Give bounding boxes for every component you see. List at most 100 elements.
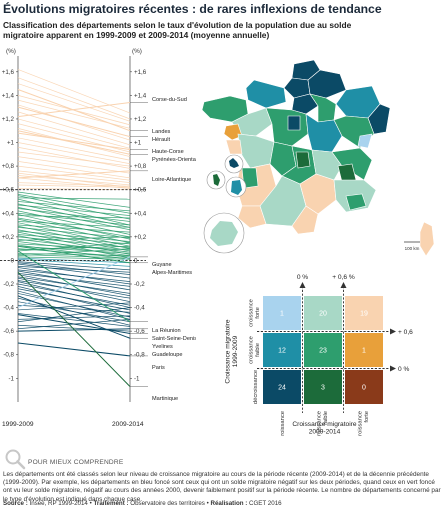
inset-guadeloupe-shape — [229, 158, 239, 168]
matrix-col-label: croissancefaible — [317, 411, 330, 436]
departement-map: 100 km — [201, 59, 435, 257]
series-line — [17, 221, 131, 228]
matrix-cell-value: 24 — [278, 385, 286, 392]
matrix-cell-value: 23 — [319, 348, 327, 355]
series-line — [17, 198, 131, 226]
series-line — [17, 89, 131, 132]
series-line — [17, 269, 131, 283]
matrix-cell — [263, 333, 301, 367]
series-line — [17, 170, 131, 183]
series-line — [17, 256, 131, 309]
inset-martinique-shape — [213, 174, 220, 186]
matrix-cell-value: 3 — [321, 385, 325, 392]
matrix-row-threshold-label: + 0,6 % — [398, 329, 414, 336]
series-line — [17, 234, 131, 245]
series-line — [17, 130, 131, 155]
matrix-row-label: croissancefaible — [249, 336, 262, 364]
map-region-pyrenees — [237, 205, 267, 229]
series-line — [17, 182, 131, 187]
series-line — [17, 288, 131, 311]
tick-label-left: -0,6 — [3, 328, 14, 335]
arrow-up-icon — [299, 282, 306, 288]
series-line — [17, 263, 131, 279]
matrix-cell — [263, 296, 301, 330]
series-line — [17, 224, 131, 233]
series-line — [17, 201, 131, 212]
series-line — [17, 156, 131, 174]
series-line — [17, 313, 131, 327]
tick-label-left: +1,6 — [2, 69, 15, 76]
map-region-loiret — [287, 115, 301, 131]
tick-label-right: +0,2 — [134, 234, 147, 241]
series-line — [17, 229, 131, 252]
tick-label-left: +1 — [7, 140, 15, 147]
arrow-right-icon — [390, 328, 396, 335]
inset-guyane-shape — [231, 180, 242, 195]
series-line — [17, 165, 131, 181]
matrix-cell — [345, 296, 383, 330]
chart-subtitle: Classification des départements selon le… — [3, 20, 352, 40]
production-label: Réalisation : — [210, 500, 248, 507]
matrix-col-label: croissanceforte — [358, 411, 371, 436]
series-line — [17, 265, 131, 273]
source-label: Source : — [3, 500, 28, 507]
tick-label-right: +1,2 — [134, 116, 147, 123]
tick-label-left: +0,4 — [2, 210, 15, 217]
series-label: Alpes-Maritimes — [152, 270, 192, 276]
series-line — [17, 295, 131, 339]
map-region-vendee — [225, 139, 243, 155]
series-line — [17, 230, 131, 242]
series-line — [17, 241, 131, 257]
matrix-cell-value: 19 — [360, 311, 368, 318]
series-line — [17, 123, 131, 153]
series-line — [17, 256, 131, 260]
series-label: Corse-du-Sud — [152, 97, 187, 103]
production-text: CGET 2016 — [247, 500, 282, 507]
classification-matrix: 1 20 19 12 23 1 24 3 0 0 % + 0,6 % + 0,6 % 0 % croiss… — [225, 274, 415, 436]
series-line — [17, 227, 131, 239]
series-line — [17, 170, 131, 179]
series-line — [17, 207, 131, 231]
series-line — [17, 262, 131, 275]
chart-title: Évolutions migratoires récentes : de rar… — [3, 2, 382, 16]
series-line — [17, 104, 131, 141]
series-line — [17, 184, 131, 188]
tick-label-right: -0,2 — [134, 281, 145, 288]
series-label: La Réunion — [152, 328, 181, 334]
processing-text: Observatoire des territoires • — [128, 500, 211, 507]
series-line — [17, 101, 131, 118]
matrix-cell-value: 1 — [362, 348, 366, 355]
series-line — [17, 314, 131, 335]
series-line — [17, 236, 131, 241]
tick-label-left: -1 — [8, 375, 14, 382]
tick-label-left: +1,2 — [2, 116, 15, 123]
tick-label-left: +0,2 — [2, 234, 15, 241]
map-region-roussillon — [291, 205, 319, 235]
matrix-xlabel: Croissance migratoire 2009-2014 — [292, 421, 356, 436]
series-line — [17, 214, 131, 240]
metropole-map — [201, 59, 435, 257]
tick-label-right: +1,4 — [134, 92, 147, 99]
source-line: Source : Insee, RP 1999-2014 • Traitemen… — [3, 500, 282, 507]
series-label: Hérault — [152, 137, 170, 143]
tick-label-left: -0,4 — [3, 305, 14, 312]
series-label: Yvelines — [152, 344, 173, 350]
series-line — [17, 194, 131, 214]
series-line — [17, 293, 131, 318]
series-line — [17, 225, 131, 249]
series-line — [17, 242, 131, 252]
series-line — [17, 195, 131, 220]
series-line — [17, 277, 131, 303]
series-line — [17, 245, 131, 264]
map-region-centre — [265, 107, 309, 147]
series-label: Pyrénées-Orientales — [152, 157, 196, 163]
series-label: Paris — [152, 365, 165, 371]
series-line — [17, 83, 131, 122]
matrix-cell-value: 12 — [278, 348, 286, 355]
tick-label-left: 0 — [11, 257, 15, 264]
tick-label-right: -0,4 — [134, 305, 145, 312]
series-line — [17, 210, 131, 235]
series-line — [17, 236, 131, 248]
x-label-start: 1999-2009 — [2, 421, 34, 428]
processing-label: Traitement : — [93, 500, 129, 507]
